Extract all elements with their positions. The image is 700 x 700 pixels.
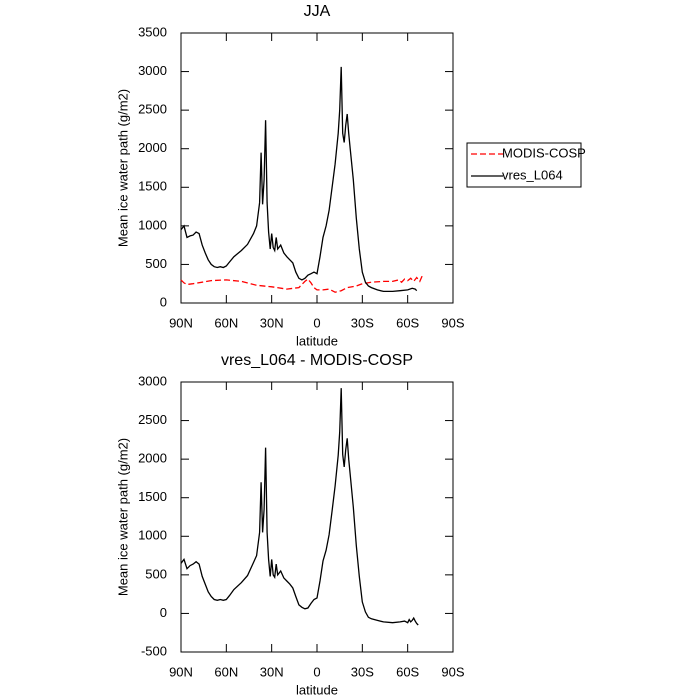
x-tick-label: 60S [396, 315, 419, 330]
x-tick-label: 30S [351, 315, 374, 330]
x-axis-label: latitude [296, 333, 338, 348]
x-tick-label: 90S [441, 315, 464, 330]
x-tick-label: 90N [169, 664, 193, 679]
y-tick-label: 500 [145, 256, 167, 271]
y-axis-label: Mean ice water path (g/m2) [115, 89, 130, 247]
y-tick-label: 0 [160, 294, 167, 309]
data-line [180, 274, 424, 293]
legend-label: MODIS-COSP [502, 145, 586, 160]
x-axis-label: latitude [296, 682, 338, 697]
y-tick-label: 500 [145, 566, 167, 581]
plot-frame [180, 381, 454, 653]
x-tick-label: 30S [351, 664, 374, 679]
y-tick-label: 2000 [138, 140, 167, 155]
data-line [180, 388, 419, 626]
x-tick-label: 60S [396, 664, 419, 679]
x-tick-label: 90S [441, 664, 464, 679]
y-tick-label: 1500 [138, 179, 167, 194]
x-tick-label: 0 [313, 315, 320, 330]
y-tick-label: 1000 [138, 217, 167, 232]
y-tick-label: 1500 [138, 489, 167, 504]
y-tick-label: 2500 [138, 102, 167, 117]
x-tick-label: 0 [313, 664, 320, 679]
y-tick-label: 3500 [138, 24, 167, 39]
plot-frame [180, 32, 454, 304]
y-tick-label: 1000 [138, 528, 167, 543]
x-tick-label: 30N [260, 664, 284, 679]
x-tick-label: 60N [214, 315, 238, 330]
legend-label: vres_L064 [502, 167, 563, 182]
y-tick-label: 0 [160, 605, 167, 620]
legend-box [466, 142, 582, 188]
data-line [180, 66, 418, 293]
y-tick-label: 3000 [138, 63, 167, 78]
x-tick-label: 30N [260, 315, 284, 330]
chart-title: vres_L064 - MODIS-COSP [221, 352, 413, 369]
y-tick-label: 2500 [138, 412, 167, 427]
y-tick-label: 3000 [138, 373, 167, 388]
y-axis-label: Mean ice water path (g/m2) [115, 438, 130, 596]
x-tick-label: 90N [169, 315, 193, 330]
chart-title: JJA [304, 3, 331, 20]
x-tick-label: 60N [214, 664, 238, 679]
y-tick-label: 2000 [138, 451, 167, 466]
y-tick-label: -500 [141, 643, 167, 658]
